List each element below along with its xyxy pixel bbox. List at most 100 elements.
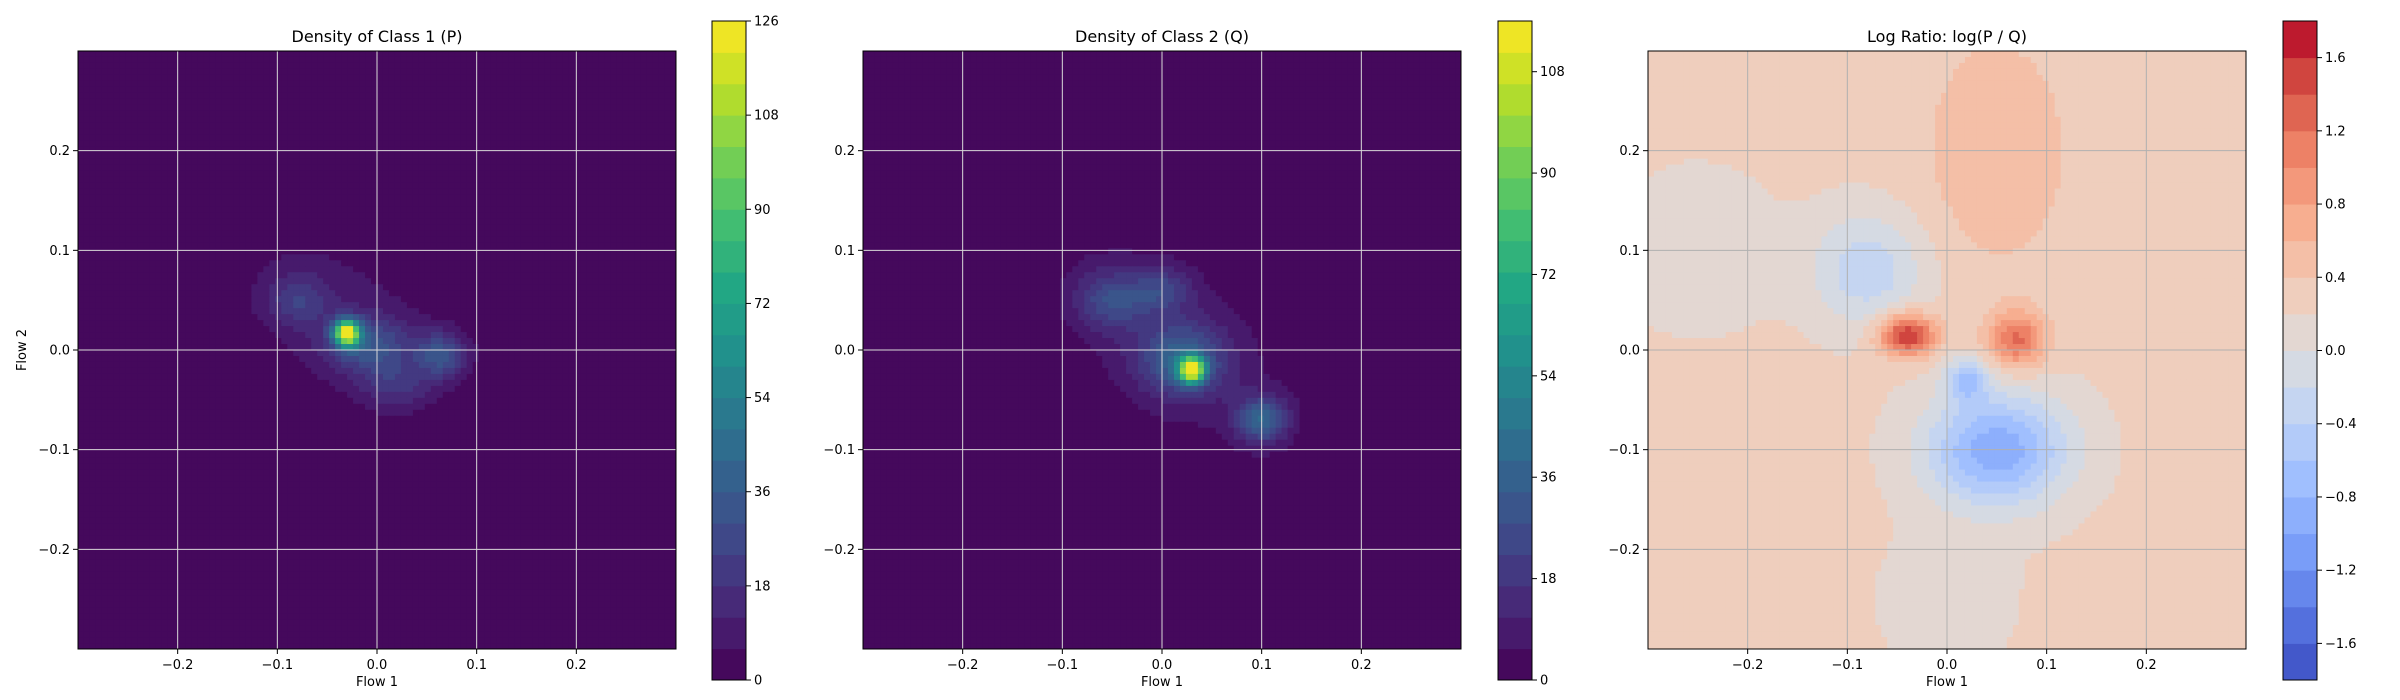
colorbar-level [712, 334, 746, 367]
chart-title: Log Ratio: log(P / Q) [1867, 27, 2027, 46]
panel-2: −0.2 −0.1 0.0 0.1 0.2 −0.2 −0.1 0.0 0.1 0.2 Densit… [823, 20, 1565, 690]
colorbar-level [1498, 648, 1532, 681]
colorbar-level [1498, 397, 1532, 430]
colorbar-level [712, 52, 746, 85]
colorbar-level [712, 83, 746, 116]
colorbar-tick-label: −1.6 [2325, 637, 2357, 652]
colorbar-level [1498, 460, 1532, 493]
colorbar-level [712, 272, 746, 304]
colorbar-tick-label: 108 [1540, 65, 1565, 80]
colorbar-level [712, 554, 746, 587]
colorbar-tick-label: 54 [754, 391, 771, 406]
colorbar-level [2283, 130, 2317, 168]
density-field [78, 51, 676, 649]
colorbar-tick-label: 36 [754, 485, 771, 500]
colorbar-level [712, 617, 746, 650]
colorbar-level [712, 585, 746, 618]
colorbar-level [1498, 428, 1532, 461]
y-tick-label: −0.2 [1608, 543, 1640, 558]
colorbar-level [2283, 313, 2317, 351]
panel-3: −0.2 −0.1 0.0 0.1 0.2 −0.2 −0.1 0.0 0.1 0.2 Log Ra… [1608, 20, 2357, 690]
y-tick-label: 0.0 [1619, 344, 1640, 359]
colorbar-tick-label: 90 [754, 203, 771, 218]
colorbar-level [712, 460, 746, 493]
x-axis-label: Flow 1 [356, 675, 398, 690]
colorbar-level [1498, 115, 1532, 148]
x-tick-label: 0.0 [1937, 658, 1958, 673]
x-tick-label: 0.1 [1251, 658, 1272, 673]
colorbar-tick-label: 0 [754, 674, 762, 689]
x-axis-label: Flow 1 [1926, 675, 1968, 690]
colorbar-level [1498, 491, 1532, 524]
colorbar-tick-label: 1.2 [2325, 124, 2346, 139]
x-tick-label: 0.1 [2036, 658, 2057, 673]
colorbar-level [2283, 606, 2317, 644]
colorbar-tick-label: −0.8 [2325, 490, 2357, 505]
colorbar-level [1498, 240, 1532, 273]
colorbar-level [712, 115, 746, 148]
colorbar-tick-label: 72 [754, 297, 771, 312]
x-tick-label: 0.1 [466, 658, 487, 673]
y-tick-label: −0.1 [38, 443, 70, 458]
colorbar-level [1498, 585, 1532, 618]
colorbar-tick-label: 126 [754, 15, 779, 30]
colorbar-level [2283, 643, 2317, 681]
y-tick-label: 0.1 [49, 244, 70, 259]
y-tick-label: 0.2 [1619, 144, 1640, 159]
chart-title: Density of Class 2 (Q) [1075, 27, 1249, 46]
x-axis-label: Flow 1 [1141, 675, 1183, 690]
colorbar-level [1498, 523, 1532, 555]
y-tick-label: −0.1 [823, 443, 855, 458]
colorbar-tick-label: 18 [1540, 572, 1557, 587]
y-tick-label: 0.2 [834, 144, 855, 159]
colorbar-level [2283, 167, 2317, 205]
y-tick-label: −0.2 [823, 543, 855, 558]
colorbar-level [712, 146, 746, 179]
colorbar-level [712, 209, 746, 242]
colorbar-tick-label: 72 [1540, 268, 1557, 283]
x-tick-label: 0.0 [1152, 658, 1173, 673]
colorbar-level [1498, 21, 1532, 53]
colorbar-tick-label: 0 [1540, 674, 1548, 689]
x-tick-label: −0.2 [947, 658, 979, 673]
colorbar-level [712, 397, 746, 430]
colorbar-level [1498, 177, 1532, 210]
colorbar-level [1498, 272, 1532, 304]
colorbar-level [1498, 303, 1532, 336]
colorbar-level [712, 303, 746, 336]
y-tick-label: 0.0 [49, 344, 70, 359]
colorbar-level [2283, 21, 2317, 59]
y-tick-label: −0.1 [1608, 443, 1640, 458]
colorbar-level [712, 428, 746, 461]
colorbar-level [712, 21, 746, 53]
colorbar: 0 18 36 54 72 90 108 [1497, 20, 1565, 689]
x-tick-label: −0.2 [1732, 658, 1764, 673]
colorbar-level [1498, 209, 1532, 242]
y-tick-label: −0.2 [38, 543, 70, 558]
x-tick-label: −0.1 [262, 658, 294, 673]
colorbar-level [2283, 94, 2317, 132]
colorbar-tick-label: 108 [754, 109, 779, 124]
y-tick-label: 0.2 [49, 144, 70, 159]
colorbar-level [2283, 387, 2317, 425]
colorbar-level [1498, 52, 1532, 85]
y-axis-label: Flow 2 [15, 329, 30, 371]
x-tick-label: −0.2 [162, 658, 194, 673]
colorbar-level [1498, 554, 1532, 587]
colorbar-level [2283, 533, 2317, 571]
colorbar: 0 18 36 54 72 90 108 126 [711, 15, 779, 689]
panel-1: −0.2 −0.1 0.0 0.1 0.2 −0.2 −0.1 0.0 0.1 0.2 Densit… [15, 15, 779, 691]
colorbar-tick-label: 36 [1540, 471, 1557, 486]
colorbar-level [2283, 204, 2317, 242]
x-tick-label: 0.2 [2136, 658, 2157, 673]
colorbar-level [2283, 277, 2317, 315]
x-tick-label: −0.1 [1832, 658, 1864, 673]
colorbar-tick-label: 90 [1540, 167, 1557, 182]
colorbar-level [712, 366, 746, 399]
colorbar-level [2283, 350, 2317, 388]
colorbar-tick-label: 0.0 [2325, 344, 2346, 359]
y-tick-label: 0.1 [834, 244, 855, 259]
colorbar-level [712, 240, 746, 273]
colorbar-frame [711, 20, 747, 681]
